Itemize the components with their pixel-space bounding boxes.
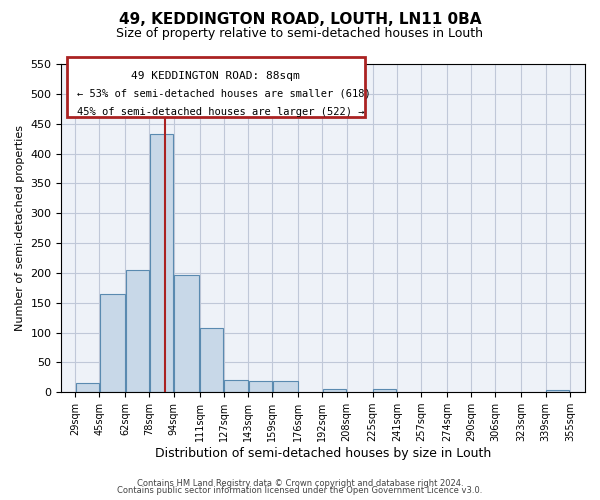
Bar <box>273 381 298 392</box>
Text: Contains public sector information licensed under the Open Government Licence v3: Contains public sector information licen… <box>118 486 482 495</box>
Bar <box>76 384 99 392</box>
Bar <box>150 134 173 392</box>
Bar <box>100 294 125 392</box>
Y-axis label: Number of semi-detached properties: Number of semi-detached properties <box>15 125 25 331</box>
Text: 49 KEDDINGTON ROAD: 88sqm: 49 KEDDINGTON ROAD: 88sqm <box>131 70 300 81</box>
Text: Size of property relative to semi-detached houses in Louth: Size of property relative to semi-detach… <box>116 28 484 40</box>
Bar <box>248 382 272 392</box>
Text: 49, KEDDINGTON ROAD, LOUTH, LN11 0BA: 49, KEDDINGTON ROAD, LOUTH, LN11 0BA <box>119 12 481 28</box>
Text: ← 53% of semi-detached houses are smaller (618): ← 53% of semi-detached houses are smalle… <box>77 88 371 99</box>
Bar <box>546 390 569 392</box>
Bar <box>174 274 199 392</box>
Text: Contains HM Land Registry data © Crown copyright and database right 2024.: Contains HM Land Registry data © Crown c… <box>137 478 463 488</box>
Bar <box>373 389 397 392</box>
Bar <box>125 270 149 392</box>
Bar <box>224 380 248 392</box>
X-axis label: Distribution of semi-detached houses by size in Louth: Distribution of semi-detached houses by … <box>155 447 491 460</box>
Bar <box>200 328 223 392</box>
FancyBboxPatch shape <box>67 58 365 116</box>
Bar <box>323 388 346 392</box>
Text: 45% of semi-detached houses are larger (522) →: 45% of semi-detached houses are larger (… <box>77 106 365 117</box>
